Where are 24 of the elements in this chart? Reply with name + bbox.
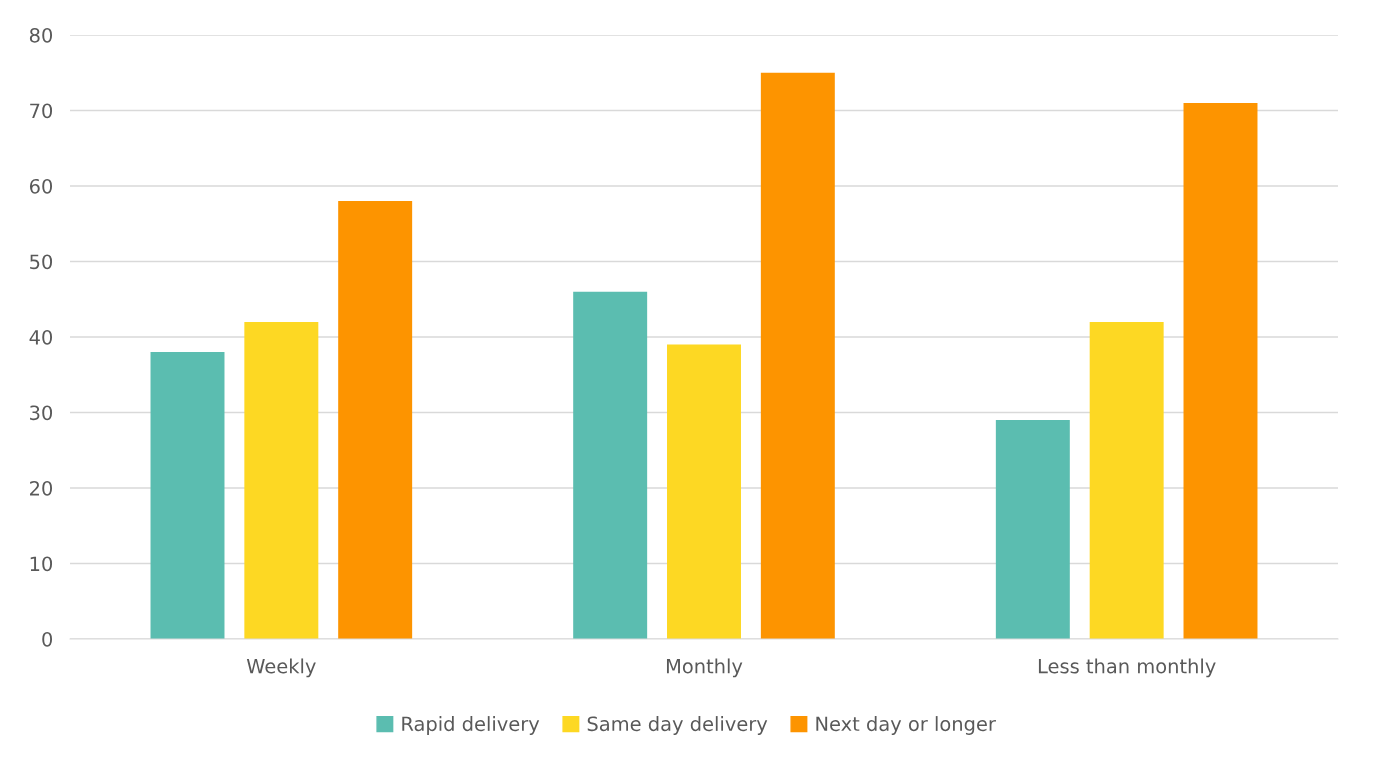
y-tick-label: 10: [30, 556, 53, 572]
y-tick-label: 80: [29, 27, 53, 43]
bar: [573, 291, 648, 639]
bar: [760, 72, 835, 639]
y-tick-label: 0: [42, 631, 53, 647]
bar: [667, 344, 741, 639]
bar: [150, 352, 225, 639]
y-tick-label: 40: [29, 329, 53, 345]
y-tick-label: 30: [30, 405, 53, 421]
x-tick-label: Monthly: [666, 658, 743, 678]
y-tick-label: 60: [29, 178, 53, 194]
bar: [1183, 102, 1258, 639]
bar: [244, 321, 319, 639]
legend-label: Same day delivery: [587, 716, 768, 735]
y-tick-label: 70: [30, 103, 53, 119]
bar: [995, 420, 1070, 639]
y-tick-label: 20: [30, 480, 53, 496]
legend-label: Rapid delivery: [402, 716, 540, 735]
x-tick-label: Less than monthly: [1038, 658, 1216, 678]
x-tick-label: Weekly: [246, 658, 316, 678]
legend-label: Next day or longer: [816, 716, 996, 735]
bar: [1089, 321, 1164, 639]
y-tick-label: 50: [30, 254, 53, 270]
bar: [338, 201, 413, 639]
